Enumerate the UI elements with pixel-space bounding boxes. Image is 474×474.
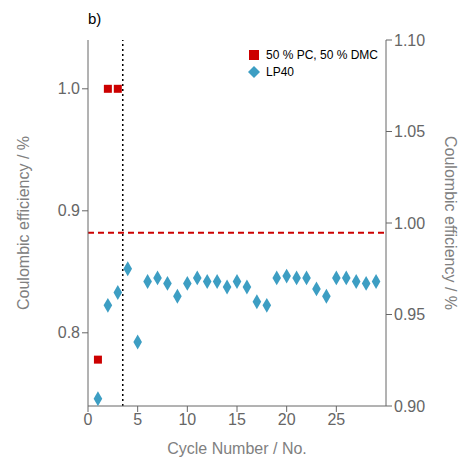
svg-text:0.9: 0.9 (58, 202, 80, 219)
svg-text:0.8: 0.8 (58, 324, 80, 341)
svg-text:0: 0 (84, 411, 93, 428)
svg-text:0.95: 0.95 (394, 306, 425, 323)
svg-text:25: 25 (327, 411, 345, 428)
svg-text:1.0: 1.0 (58, 80, 80, 97)
html-text:LP40: LP40 (266, 65, 294, 79)
svg-text:15: 15 (228, 411, 246, 428)
svg-text:1.10: 1.10 (394, 32, 425, 49)
svg-text:1.05: 1.05 (394, 123, 425, 140)
svg-text:20: 20 (278, 411, 296, 428)
svg-text:Coulombic efficiency / %: Coulombic efficiency / % (442, 136, 459, 310)
svg-text:0.90: 0.90 (394, 398, 425, 415)
svg-text:1.00: 1.00 (394, 215, 425, 232)
svg-text:5: 5 (133, 411, 142, 428)
svg-text:Cycle Number / No.: Cycle Number / No. (167, 440, 307, 457)
svg-text:Coulombic efficiency / %: Coulombic efficiency / % (15, 136, 32, 310)
html-text:b): b) (88, 10, 102, 27)
svg-text:10: 10 (178, 411, 196, 428)
html-text:50 % PC, 50 % DMC: 50 % PC, 50 % DMC (266, 48, 378, 62)
